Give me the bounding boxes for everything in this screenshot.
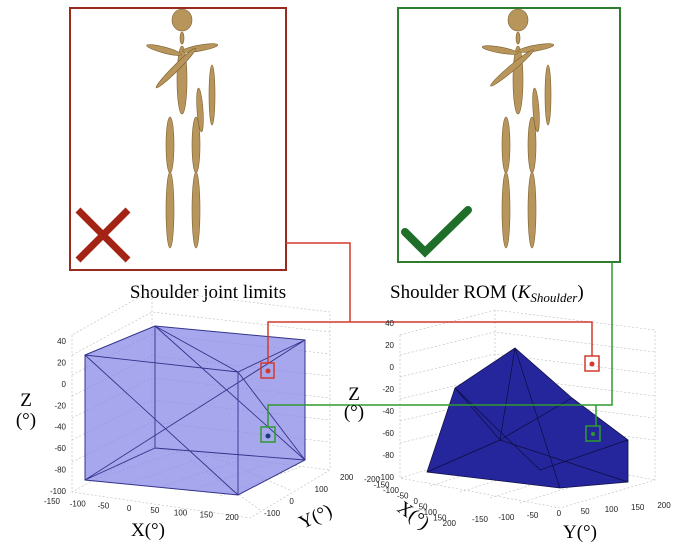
tick-label: -20 [54, 401, 66, 410]
left-caption: Shoulder joint limits [130, 282, 286, 303]
tick-label: 50 [581, 507, 590, 516]
tick-label: 150 [631, 503, 645, 512]
limb [192, 172, 200, 248]
tick-label: -60 [54, 444, 66, 453]
tick-label: -100 [498, 513, 515, 522]
tick-label: -50 [397, 492, 409, 501]
x-axis-label: X(°) [131, 520, 165, 541]
tick-label: 200 [443, 519, 457, 528]
tick-label: 200 [225, 513, 239, 522]
right-caption: Shoulder ROM (KShoulder) [390, 282, 584, 305]
marker-point [266, 369, 271, 374]
marker-point [266, 434, 271, 439]
limb [502, 172, 510, 248]
tick-label: 200 [340, 473, 354, 482]
tick-label: 50 [150, 506, 159, 515]
limb [180, 32, 184, 44]
tick-label: 0 [390, 363, 395, 372]
rom-hull [427, 348, 628, 488]
marker-point [590, 362, 595, 367]
limb [516, 32, 520, 44]
tick-label: -50 [98, 502, 110, 511]
tick-label: 0 [62, 380, 67, 389]
figure: Shoulder joint limits Shoulder ROM (KSho… [0, 0, 684, 544]
limb [166, 172, 174, 248]
tick-label: 0 [289, 497, 294, 506]
tick-label: -100 [70, 499, 87, 508]
limb [545, 65, 551, 125]
caption-text: Shoulder ROM ( [390, 282, 518, 303]
tick-label: -80 [54, 466, 66, 475]
caption-end: ) [577, 282, 583, 303]
tick-label: 200 [657, 501, 671, 510]
tick-label: -80 [382, 451, 394, 460]
tick-label: -60 [382, 429, 394, 438]
tick-label: -150 [472, 515, 489, 524]
tick-label: 0 [557, 509, 562, 518]
limb [166, 117, 174, 173]
tick-label: 100 [315, 485, 329, 494]
limb [502, 117, 510, 173]
tick-label: 20 [57, 358, 66, 367]
tick-label: -150 [44, 497, 61, 506]
tick-label: -50 [527, 511, 539, 520]
tick-label: 0 [127, 504, 132, 513]
limb [508, 9, 528, 31]
z-axis-unit: (°) [344, 402, 364, 423]
z-axis-unit: (°) [16, 410, 36, 431]
tick-label: 40 [57, 337, 66, 346]
limb [528, 172, 536, 248]
tick-label: -40 [382, 407, 394, 416]
tick-label: -40 [54, 423, 66, 432]
tick-label: 100 [174, 508, 188, 517]
tick-label: 150 [200, 511, 214, 520]
marker-point [591, 432, 595, 436]
right-plot [400, 310, 655, 508]
limb [172, 9, 192, 31]
y-axis-label: Y(°) [296, 500, 336, 533]
tick-label: 100 [605, 505, 619, 514]
tick-label: 20 [385, 341, 394, 350]
tick-label: -20 [382, 385, 394, 394]
tick-label: -100 [264, 509, 281, 518]
caption-subscript: Shoulder [530, 290, 578, 305]
tick-label: 40 [385, 319, 394, 328]
y-axis-label: Y(°) [563, 522, 597, 543]
limb [209, 65, 215, 125]
z-axis-label: Z [20, 390, 32, 411]
left-plot [72, 290, 330, 518]
tick-label: -100 [50, 487, 67, 496]
